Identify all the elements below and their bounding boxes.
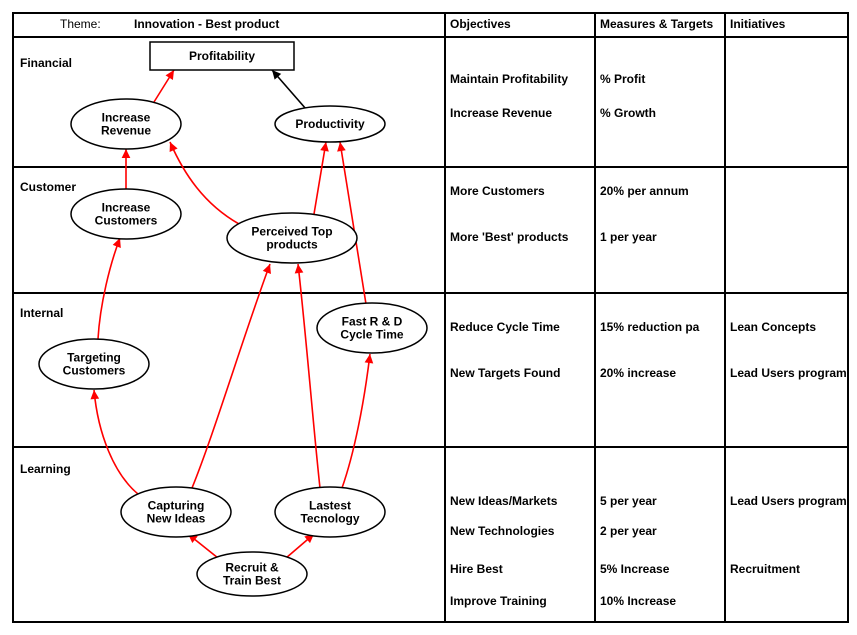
meas-internal-1: 20% increase: [600, 366, 676, 380]
svg-text:Customers: Customers: [63, 364, 126, 378]
init-learning-2: Recruitment: [730, 562, 800, 576]
vline-internal-short: [444, 292, 446, 418]
obj-customer-1: More 'Best' products: [450, 230, 568, 244]
init-internal-0: Lean Concepts: [730, 320, 816, 334]
svg-text:Productivity: Productivity: [295, 117, 365, 131]
svg-text:Revenue: Revenue: [101, 124, 151, 138]
svg-text:Perceived Top: Perceived Top: [251, 225, 332, 239]
svg-text:Profitability: Profitability: [189, 49, 255, 63]
svg-text:Targeting: Targeting: [67, 351, 121, 365]
obj-learning-2: Hire Best: [450, 562, 503, 576]
obj-financial-0: Maintain Profitability: [450, 72, 568, 86]
obj-learning-3: Improve Training: [450, 594, 547, 608]
svg-text:Recruit &: Recruit &: [225, 561, 279, 575]
strategy-map-frame: Theme: Innovation - Best product Objecti…: [12, 12, 849, 623]
svg-text:Fast R & D: Fast R & D: [342, 315, 403, 329]
svg-text:Train Best: Train Best: [223, 574, 281, 588]
obj-learning-0: New Ideas/Markets: [450, 494, 557, 508]
meas-customer-1: 1 per year: [600, 230, 657, 244]
init-learning-0: Lead Users program: [730, 494, 847, 508]
hdr-measures: Measures & Targets: [600, 17, 713, 31]
meas-learning-0: 5 per year: [600, 494, 657, 508]
svg-text:Increase: Increase: [102, 201, 151, 215]
svg-text:Capturing: Capturing: [148, 499, 205, 513]
vline-init: [724, 14, 726, 621]
hdr-objectives: Objectives: [450, 17, 511, 31]
strategy-diagram: ProfitabilityIncreaseRevenueProductivity…: [14, 14, 444, 621]
svg-text:Customers: Customers: [95, 214, 158, 228]
svg-text:Lastest: Lastest: [309, 499, 351, 513]
meas-financial-1: % Growth: [600, 106, 656, 120]
obj-customer-0: More Customers: [450, 184, 545, 198]
hdr-initiatives: Initiatives: [730, 17, 785, 31]
obj-internal-0: Reduce Cycle Time: [450, 320, 560, 334]
meas-internal-0: 15% reduction pa: [600, 320, 699, 334]
svg-text:Tecnology: Tecnology: [300, 512, 359, 526]
vline-meas: [594, 14, 596, 621]
obj-internal-1: New Targets Found: [450, 366, 560, 380]
svg-text:Increase: Increase: [102, 111, 151, 125]
meas-learning-1: 2 per year: [600, 524, 657, 538]
meas-learning-3: 10% Increase: [600, 594, 676, 608]
meas-customer-0: 20% per annum: [600, 184, 689, 198]
svg-text:Cycle Time: Cycle Time: [340, 328, 403, 342]
svg-text:products: products: [266, 238, 318, 252]
meas-financial-0: % Profit: [600, 72, 645, 86]
meas-learning-2: 5% Increase: [600, 562, 669, 576]
init-internal-1: Lead Users program: [730, 366, 847, 380]
svg-text:New Ideas: New Ideas: [147, 512, 206, 526]
obj-learning-1: New Technologies: [450, 524, 554, 538]
obj-financial-1: Increase Revenue: [450, 106, 552, 120]
